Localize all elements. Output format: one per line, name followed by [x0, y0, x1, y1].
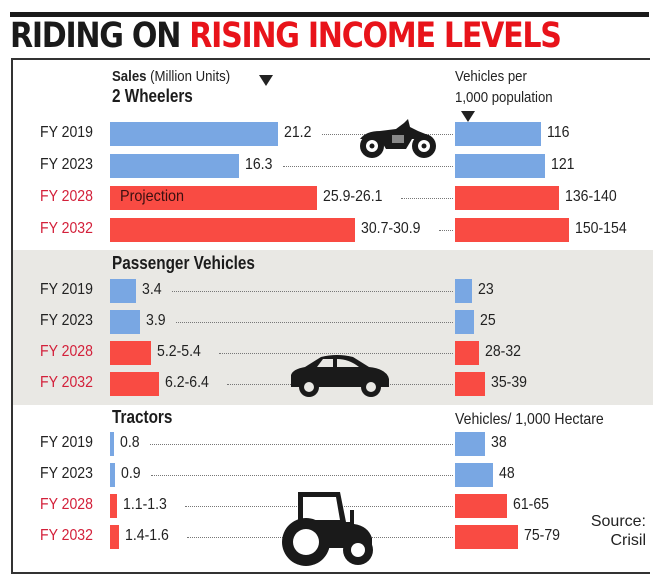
year-label: FY 2019 — [40, 281, 93, 298]
sales-bar — [110, 310, 140, 334]
year-label: FY 2019 — [40, 124, 93, 141]
two-wheelers-title: 2 Wheelers — [112, 86, 193, 106]
leader-line — [175, 322, 453, 323]
density-bar — [455, 372, 485, 396]
density-value: 150-154 — [574, 220, 627, 237]
top-rule — [10, 12, 649, 17]
projection-label: Projection — [120, 188, 185, 205]
year-label: FY 2028 — [40, 496, 93, 513]
sales-bar — [110, 279, 136, 303]
density-bar — [455, 186, 559, 210]
leader-line — [283, 166, 453, 167]
leader-line — [400, 198, 453, 199]
car-icon — [291, 355, 389, 397]
density-bar — [455, 279, 473, 303]
leader-line — [171, 291, 453, 292]
sales-bar — [110, 432, 115, 456]
density-bar — [455, 494, 507, 518]
year-label: FY 2019 — [40, 434, 93, 451]
sales-bar — [110, 372, 159, 396]
sales-value: 1.1-1.3 — [123, 496, 168, 513]
title-red: RISING INCOME LEVELS — [189, 16, 562, 56]
chart-title: RIDING ON RISING INCOME LEVELS — [10, 16, 562, 56]
sales-value: 0.8 — [120, 434, 141, 451]
year-label: FY 2023 — [40, 312, 93, 329]
year-label: FY 2032 — [40, 220, 93, 237]
density-value: 121 — [550, 156, 575, 173]
sales-value: 3.4 — [141, 281, 162, 298]
density-bar — [455, 122, 541, 146]
density-bar — [455, 218, 569, 242]
sales-value: 16.3 — [245, 156, 273, 173]
year-label: FY 2023 — [40, 156, 93, 173]
sales-value: 1.4-1.6 — [124, 527, 169, 544]
sales-bar — [110, 186, 317, 210]
density-bar — [455, 525, 519, 549]
year-label: FY 2032 — [40, 374, 93, 391]
chart-frame — [11, 58, 650, 574]
motorcycle-icon — [360, 119, 436, 158]
title-black: RIDING ON — [10, 16, 190, 56]
density-value: 28-32 — [485, 343, 522, 360]
year-label: FY 2032 — [40, 527, 93, 544]
sales-value: 0.9 — [121, 465, 141, 482]
density-value: 61-65 — [513, 496, 550, 513]
leader-line — [151, 475, 453, 476]
passenger-vehicles-title: Passenger Vehicles — [112, 253, 255, 273]
sales-value: 30.7-30.9 — [360, 220, 421, 237]
sales-bar — [110, 463, 116, 487]
sales-value: 25.9-26.1 — [322, 188, 383, 205]
density-arrow-icon — [461, 111, 475, 122]
leader-line — [219, 353, 453, 354]
tractor-icon — [282, 492, 373, 566]
sales-value: 3.9 — [145, 312, 166, 329]
density-bar — [455, 310, 474, 334]
density-value: 35-39 — [490, 374, 527, 391]
source-note: Source: Crisil — [591, 512, 646, 550]
leader-line — [438, 230, 453, 231]
density-bar — [455, 463, 494, 487]
density-axis-label-1: Vehicles per — [455, 68, 527, 85]
density-value: 48 — [499, 465, 516, 482]
tractor-density-header: Vehicles/ 1,000 Hectare — [455, 411, 604, 428]
sales-axis-label: Sales (Million Units) — [112, 68, 231, 85]
sales-bar — [110, 494, 118, 518]
density-bar — [455, 154, 545, 178]
sales-bar — [110, 154, 240, 178]
sales-bar — [110, 122, 278, 146]
density-value: 23 — [478, 281, 495, 298]
density-value: 75-79 — [524, 527, 561, 544]
sales-bar — [110, 525, 119, 549]
leader-line — [150, 444, 453, 445]
density-value: 136-140 — [564, 188, 617, 205]
density-bar — [455, 432, 486, 456]
density-bar — [455, 341, 480, 365]
source-label: Source: — [590, 513, 646, 530]
tractors-title: Tractors — [112, 407, 173, 427]
density-value: 38 — [491, 434, 508, 451]
year-label: FY 2023 — [40, 465, 93, 482]
sales-arrow-icon — [259, 75, 273, 86]
source-value: Crisil — [610, 532, 646, 549]
sales-value: 6.2-6.4 — [164, 374, 209, 391]
sales-bar — [110, 218, 355, 242]
density-value: 25 — [480, 312, 496, 329]
year-label: FY 2028 — [40, 343, 93, 360]
density-value: 116 — [546, 124, 570, 141]
sales-bar — [110, 341, 152, 365]
sales-value: 5.2-5.4 — [157, 343, 201, 360]
year-label: FY 2028 — [40, 188, 93, 205]
density-axis-label-2: 1,000 population — [455, 89, 553, 106]
sales-value: 21.2 — [283, 124, 312, 141]
